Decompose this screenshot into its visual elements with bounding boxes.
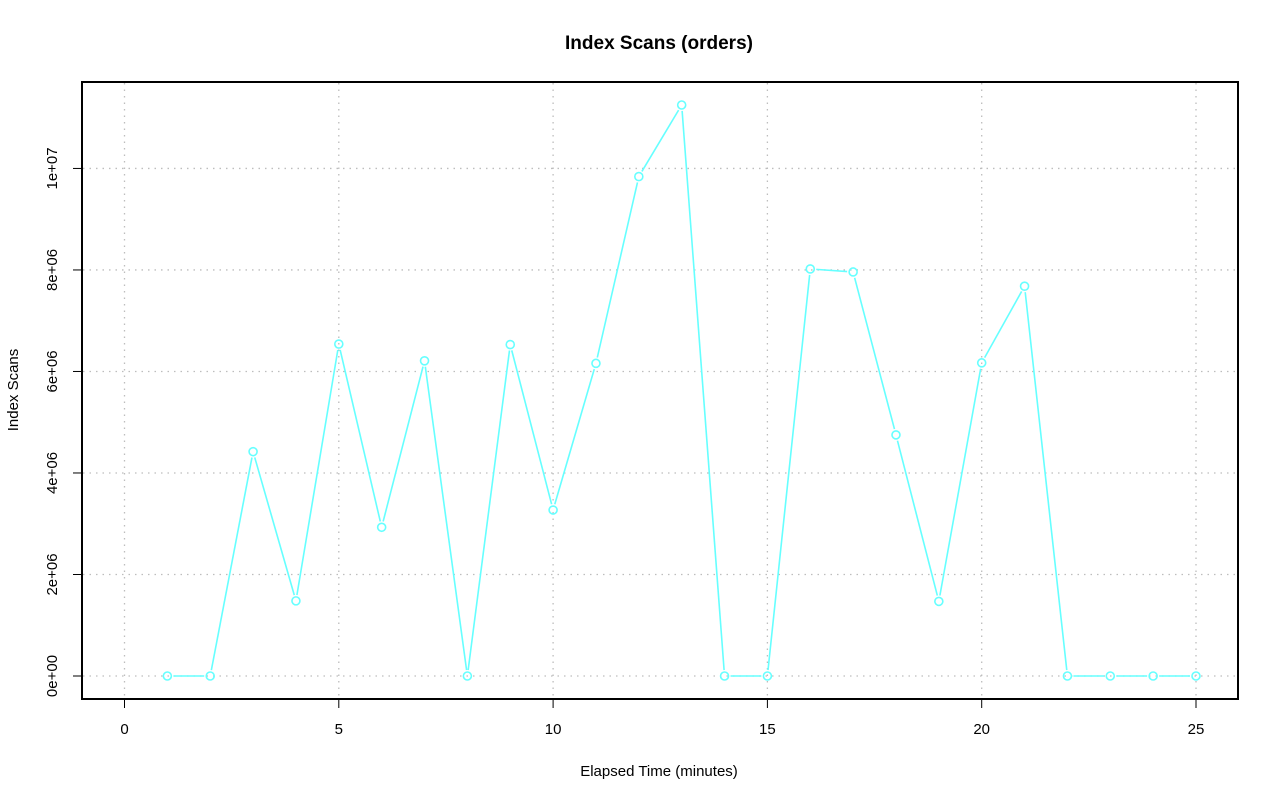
data-point	[934, 596, 944, 607]
data-point	[291, 596, 301, 606]
series-line-segment	[554, 368, 596, 505]
y-tick-label: 1e+07	[44, 147, 61, 189]
series-line-segment	[641, 109, 680, 172]
series-line-segment	[1024, 292, 1068, 671]
data-point	[719, 671, 730, 681]
data-point	[205, 671, 216, 681]
y-tick-label: 0e+00	[44, 655, 61, 697]
series-line-segment	[816, 268, 848, 273]
data-point	[848, 267, 858, 277]
y-tick-label: 8e+06	[44, 249, 61, 291]
data-point	[1191, 671, 1201, 681]
series-line-segment	[467, 350, 511, 671]
series-line-segment	[253, 457, 296, 596]
data-point	[548, 505, 558, 515]
data-point	[462, 671, 473, 681]
data-point	[891, 430, 901, 440]
data-point	[634, 171, 644, 182]
series-line-segment	[296, 349, 339, 596]
data-point	[1148, 671, 1158, 681]
plot-frame	[81, 81, 1239, 700]
x-tick-label: 20	[973, 721, 990, 738]
series-layer	[162, 100, 1201, 681]
series-line-segment	[596, 182, 639, 358]
data-point	[591, 358, 601, 369]
x-tick-label: 10	[545, 721, 562, 738]
data-point	[419, 356, 430, 366]
grid-layer	[83, 83, 1237, 698]
series-line-segment	[382, 366, 424, 522]
series-line-segment	[424, 366, 468, 671]
data-point	[333, 339, 344, 349]
data-point	[676, 100, 687, 110]
series-line-segment	[853, 277, 896, 430]
series-line-segment	[510, 350, 553, 505]
x-tick-label: 15	[759, 721, 776, 738]
chart-title: Index Scans (orders)	[565, 33, 753, 54]
x-axis-label: Elapsed Time (minutes)	[580, 763, 738, 780]
series-line-segment	[983, 291, 1023, 358]
x-tick-label: 5	[335, 721, 343, 738]
x-tick-label: 25	[1188, 721, 1205, 738]
data-point	[1105, 671, 1116, 681]
y-tick-label: 6e+06	[44, 350, 61, 392]
data-point	[162, 671, 173, 681]
data-point	[248, 446, 258, 457]
axes-layer: 0 5 10 15 20 25 0e+00 2e+06 4e+06 6e+06 8e+06 1e+07	[44, 147, 1204, 738]
series-line-segment	[339, 349, 382, 522]
series-line-segment	[681, 110, 725, 671]
series-line-segment	[210, 457, 253, 671]
data-point	[1019, 281, 1030, 291]
series-line-segment	[767, 274, 811, 671]
series-line-segment	[939, 368, 982, 596]
series-line-segment	[896, 440, 939, 596]
x-tick-label: 0	[120, 721, 128, 738]
y-tick-label: 2e+06	[44, 553, 61, 595]
data-point	[376, 522, 387, 533]
data-point	[976, 358, 987, 368]
data-point	[1062, 671, 1073, 681]
y-tick-label: 4e+06	[44, 452, 61, 494]
data-point	[505, 339, 516, 350]
y-axis-label: Index Scans	[5, 349, 22, 432]
data-point	[805, 264, 816, 274]
data-point	[762, 671, 773, 681]
